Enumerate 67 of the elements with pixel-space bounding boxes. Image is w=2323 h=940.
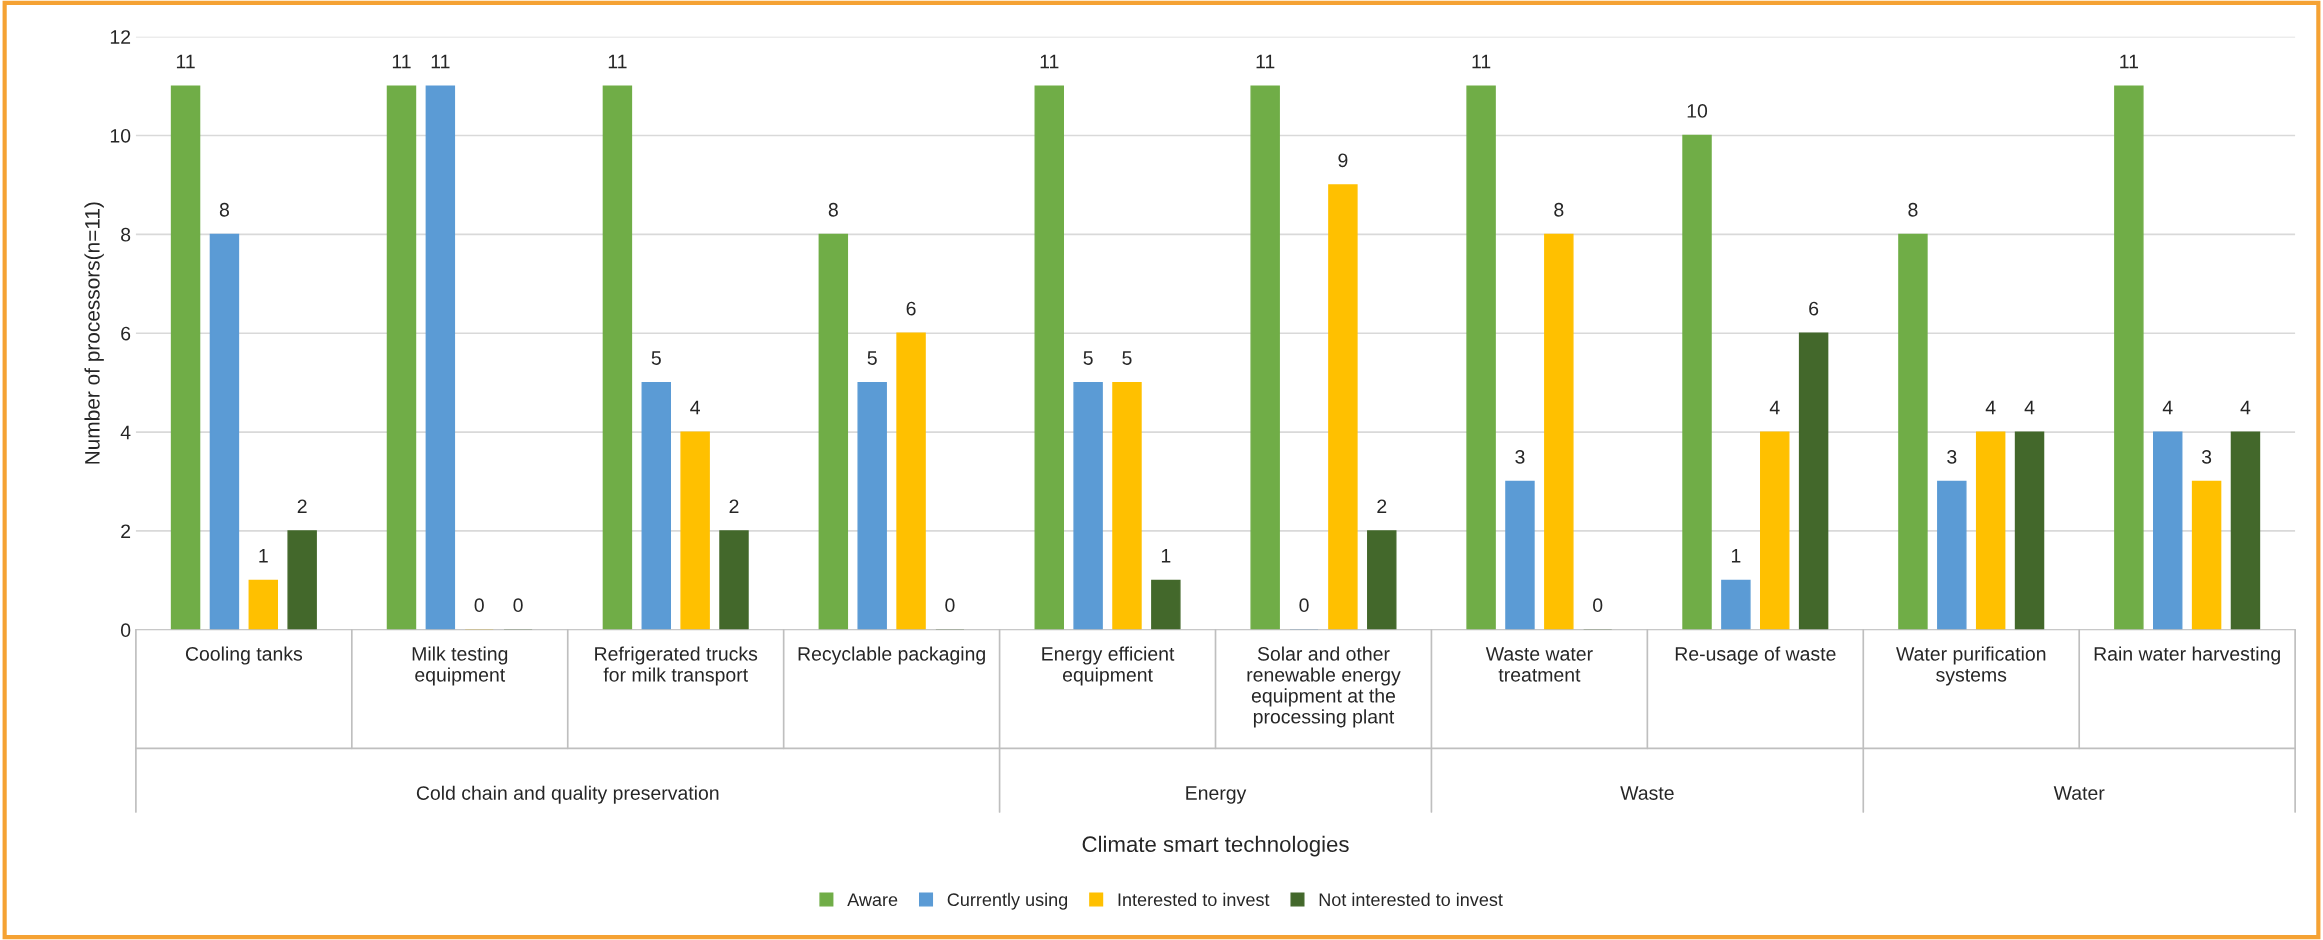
x-tick-label: Cooling tanks — [185, 646, 303, 665]
data-label: 11 — [176, 54, 195, 69]
x-tick-label: Refrigerated trucks for milk transport — [595, 646, 758, 686]
legend-label: Currently using — [947, 892, 1068, 910]
text: Waste — [1620, 786, 1674, 800]
data-label: 10 — [1687, 104, 1708, 118]
data-label: 1 — [259, 549, 268, 563]
data-label: 1 — [1161, 549, 1171, 563]
data-label: 4 — [1985, 400, 1996, 415]
y-tick-label: 4 — [120, 425, 131, 440]
data-label: 6 — [1809, 301, 1819, 316]
data-label: 11 — [392, 54, 411, 69]
data-label: 6 — [906, 301, 916, 316]
x-tick-label: Waste water treatment — [1485, 647, 1593, 682]
data-label: 3 — [1515, 450, 1525, 464]
y-tick-label: 10 — [110, 128, 131, 143]
data-label: 2 — [729, 499, 739, 514]
data-label: 11 — [608, 54, 627, 69]
data-label: 0 — [513, 598, 523, 613]
data-label: 11 — [1040, 54, 1059, 69]
data-label: 2 — [297, 499, 307, 514]
x-tick-label: Re-usage of waste — [1675, 646, 1836, 665]
data-label: 4 — [690, 400, 700, 415]
data-label: 8 — [1554, 202, 1564, 217]
data-label: 11 — [2120, 54, 2139, 69]
y-tick-label: 0 — [120, 623, 131, 638]
data-label: 5 — [1083, 351, 1093, 365]
data-label: 4 — [1769, 400, 1780, 415]
text: Energy — [1186, 786, 1247, 804]
text: Water — [2053, 786, 2105, 800]
legend-label: Not interested to invest — [1319, 892, 1503, 907]
data-label: 4 — [2024, 400, 2035, 415]
data-label: 1 — [1731, 549, 1741, 563]
text: Cold chain and quality preservation — [416, 785, 719, 804]
data-label: 8 — [828, 202, 838, 217]
data-label: 11 — [431, 54, 450, 69]
data-label: 4 — [2240, 400, 2251, 415]
x-tick-label: Rain water harvesting — [2094, 646, 2280, 665]
x-tick-label: Milk testing equipment — [412, 646, 508, 686]
data-label: 9 — [1338, 153, 1348, 168]
x-tick-label: Energy efficient equipment — [1042, 646, 1175, 686]
data-label: 8 — [1908, 202, 1918, 217]
x-tick-label: Solar and other renewable energy equipment at the processing plant — [1247, 646, 1401, 728]
legend-label: Aware — [847, 893, 898, 907]
data-label: 5 — [651, 351, 661, 365]
data-label: 11 — [1256, 54, 1275, 69]
data-label: 0 — [474, 598, 484, 613]
y-tick-label: 12 — [110, 30, 131, 44]
data-label: 3 — [2201, 450, 2212, 464]
data-label: 5 — [867, 351, 877, 365]
data-label: 5 — [1122, 351, 1132, 365]
x-tick-label: Water purification systems — [1896, 646, 2046, 686]
data-label: 0 — [1299, 598, 1309, 613]
y-tick-label: 6 — [121, 326, 131, 341]
x-tick-label: Recyclable packaging — [798, 646, 985, 665]
y-tick-label: 8 — [121, 227, 131, 242]
y-tick-label: 2 — [121, 524, 131, 538]
legend-label: Interested to invest — [1118, 892, 1270, 907]
data-label: 8 — [219, 202, 229, 217]
data-label: 0 — [1593, 598, 1603, 613]
data-label: 11 — [1472, 54, 1491, 69]
x-axis-title: Climate smart technologies — [1082, 835, 1349, 857]
data-label: 4 — [2162, 400, 2173, 415]
data-label: 2 — [1377, 499, 1387, 514]
data-label: 3 — [1947, 450, 1957, 464]
data-label: 0 — [945, 598, 955, 613]
y-axis-title: Number of processors(n=11) — [84, 202, 104, 464]
